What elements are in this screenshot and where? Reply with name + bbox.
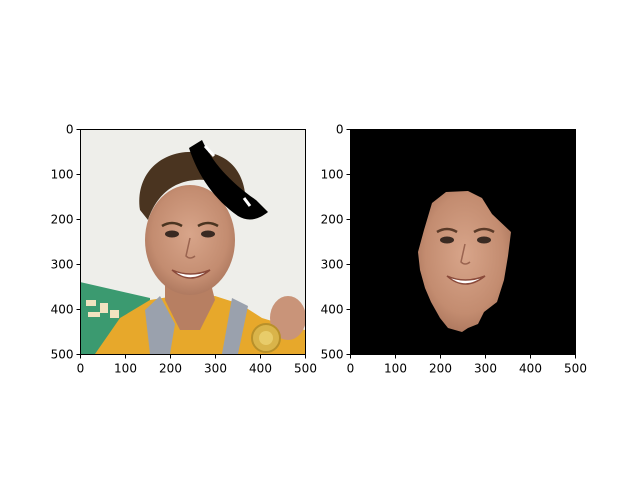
- y-tick-label: 100: [51, 168, 74, 182]
- x-tick-label: 100: [114, 362, 137, 376]
- x-tick-label: 200: [429, 362, 452, 376]
- x-tick-label: 400: [519, 362, 542, 376]
- y-tick-label: 200: [51, 213, 74, 227]
- left-axes-frame: [80, 129, 306, 355]
- x-tick-label: 300: [204, 362, 227, 376]
- x-tick-label: 500: [564, 362, 587, 376]
- x-tick-label: 0: [347, 362, 355, 376]
- y-tick-label: 100: [321, 168, 344, 182]
- y-tick-label: 400: [321, 303, 344, 317]
- y-tick-label: 300: [321, 258, 344, 272]
- x-tick-label: 100: [384, 362, 407, 376]
- x-tick-label: 200: [159, 362, 182, 376]
- x-tick-label: 300: [474, 362, 497, 376]
- right-axes-frame: [350, 129, 576, 355]
- y-tick-label: 400: [51, 303, 74, 317]
- left-image-panel: [80, 129, 306, 355]
- y-tick-label: 0: [66, 123, 74, 137]
- face-mask-image: [350, 129, 576, 355]
- y-tick-label: 500: [321, 348, 344, 362]
- original-photo: [80, 129, 306, 355]
- x-tick-label: 400: [249, 362, 272, 376]
- x-tick-label: 500: [294, 362, 317, 376]
- y-tick-label: 0: [336, 123, 344, 137]
- x-tick-label: 0: [77, 362, 85, 376]
- right-image-panel: [350, 129, 576, 355]
- y-tick-label: 300: [51, 258, 74, 272]
- y-tick-label: 500: [51, 348, 74, 362]
- y-tick-label: 200: [321, 213, 344, 227]
